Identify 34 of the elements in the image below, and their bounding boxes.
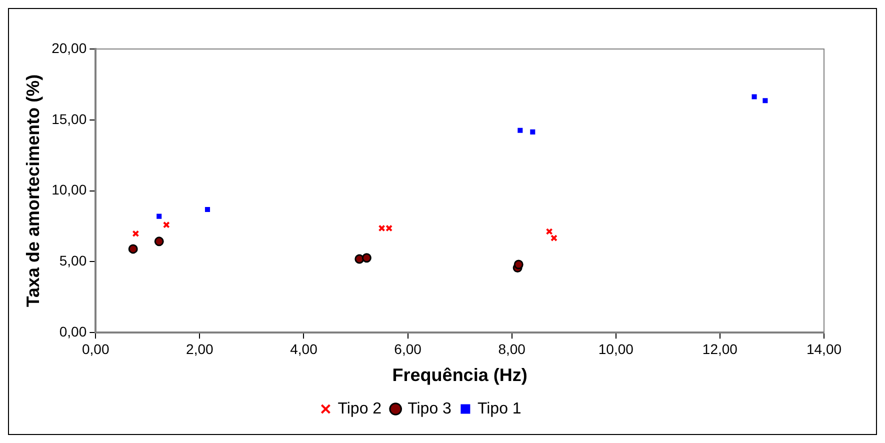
y-tick-label: 5,00 (59, 252, 87, 269)
x-tick-label: 0,00 (82, 340, 110, 357)
legend-label: Tipo 1 (477, 400, 522, 418)
point (386, 224, 393, 232)
x-tick-label: 6,00 (394, 340, 422, 357)
x-tick-label: 4,00 (290, 340, 318, 357)
x-tick-label: 2,00 (186, 340, 214, 357)
x-tick-label: 8,00 (498, 340, 526, 357)
y-tick-label: 20,00 (52, 40, 87, 56)
legend-label: Tipo 2 (338, 400, 382, 418)
point (514, 260, 524, 270)
legend-label: Tipo 3 (408, 400, 452, 418)
point (546, 228, 553, 235)
point (518, 128, 523, 133)
y-tick-label: 0,00 (59, 323, 87, 340)
point (752, 94, 757, 100)
x-axis-title: Frequência (Hz) (392, 365, 528, 386)
point (762, 98, 768, 104)
point (550, 234, 558, 242)
y-tick-label: 10,00 (52, 182, 87, 198)
x-tick-label: 12,00 (702, 340, 738, 357)
point (154, 236, 164, 246)
point (156, 214, 162, 219)
point (128, 244, 138, 254)
point (362, 253, 372, 263)
y-tick-label: 15,00 (52, 110, 87, 127)
point (530, 129, 536, 134)
y-axis-title: Taxa de amortecimento (%) (22, 74, 43, 308)
x-tick-label: 10,00 (598, 340, 634, 357)
point (378, 224, 386, 232)
x-tick-label: 14,00 (806, 340, 842, 357)
point (204, 207, 210, 212)
point (132, 230, 140, 238)
point (162, 221, 170, 228)
